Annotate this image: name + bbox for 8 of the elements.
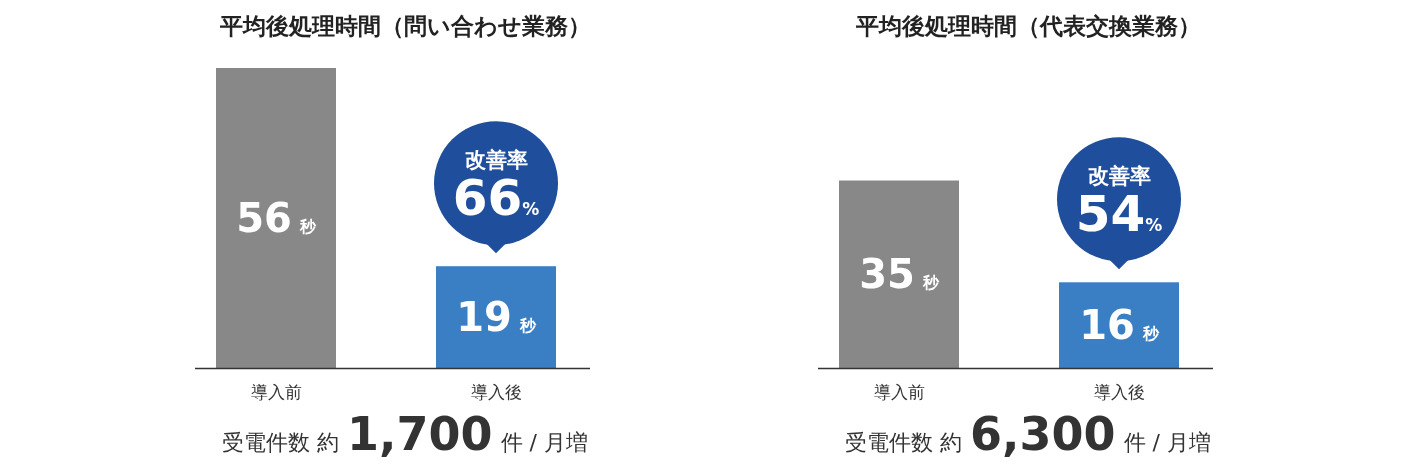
x-tick-label: 導入後 bbox=[1093, 382, 1145, 402]
annotation: 改善率 54% bbox=[1075, 164, 1163, 244]
chart-title: 平均後処理時間（問い合わせ業務） bbox=[218, 13, 591, 39]
x-tick-label: 導入後 bbox=[470, 382, 522, 402]
annotation: 改善率 66% bbox=[452, 148, 540, 228]
x-tick-label: 導入前 bbox=[250, 382, 302, 402]
x-tick-label: 導入前 bbox=[873, 382, 925, 402]
chart-title: 平均後処理時間（代表交換業務） bbox=[854, 13, 1201, 39]
